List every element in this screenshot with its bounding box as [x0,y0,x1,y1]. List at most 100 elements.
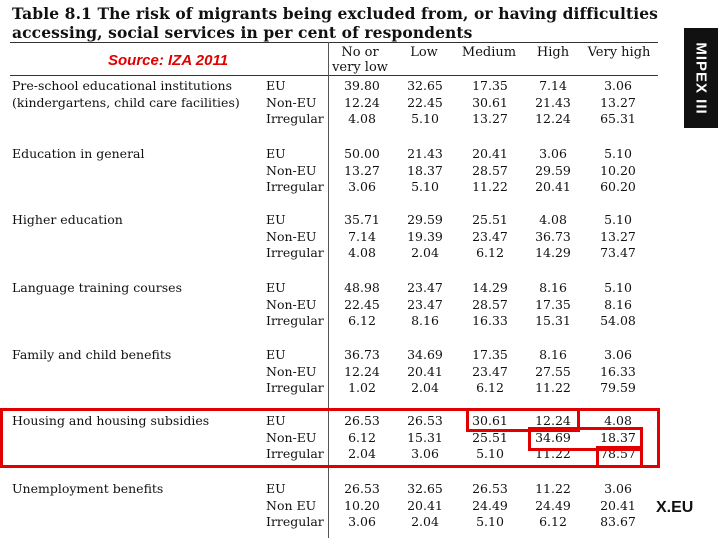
value-cell: 5.10 [411,179,439,194]
row-label: Higher education [12,212,123,227]
value-cell: 10.20 [600,162,636,178]
non-eu-high-highlight [528,427,643,451]
table-title: Table 8.1 The risk of migrants being exc… [12,4,658,42]
value-cell: 8.16 [604,296,632,312]
value-cell: 32.65 [407,78,443,93]
value-cell: 8.16 [539,347,567,362]
group-label: Non-EU [266,162,317,178]
row-label: Family and child benefits [12,347,172,362]
group-label: Irregular [266,380,324,395]
value-cell: 26.53 [344,481,380,496]
value-cell: 25.51 [472,212,508,227]
value-cell: 83.67 [600,514,636,529]
value-cell: 73.47 [600,245,636,260]
housing-row-highlight [0,408,660,468]
group-label: Non-EU [266,94,317,110]
value-cell: 7.14 [348,228,376,244]
row-label: Housing and housing subsidies [12,413,210,428]
group-label: Non-EU [266,429,317,445]
value-cell: 20.41 [535,179,571,194]
group-label: Irregular [266,446,324,461]
row-label: Education in general [12,146,145,161]
group-label: Irregular [266,514,324,529]
group-label: EU [266,212,286,227]
value-cell: 20.41 [407,363,443,379]
group-label: Irregular [266,179,324,194]
value-cell: 2.04 [348,446,376,461]
value-cell: 20.41 [600,497,636,513]
group-label: EU [266,413,286,428]
medium-high-eu-highlight [466,408,580,432]
value-cell: 14.29 [472,280,508,295]
value-cell: 13.27 [600,228,636,244]
value-cell: 54.08 [600,313,636,328]
value-cell: 23.47 [407,296,443,312]
value-cell: 15.31 [407,429,443,445]
value-cell: 3.06 [604,78,632,93]
value-cell: 23.47 [407,280,443,295]
value-cell: 21.43 [407,146,443,161]
value-cell: 28.57 [472,296,508,312]
value-cell: 20.41 [407,497,443,513]
value-cell: 17.35 [472,78,508,93]
value-cell: 16.33 [600,363,636,379]
value-cell: 60.20 [600,179,636,194]
irregular-very-high-highlight [596,446,643,468]
value-cell: 8.16 [411,313,439,328]
value-cell: 4.08 [348,111,376,126]
value-cell: 29.59 [535,162,571,178]
value-cell: 5.10 [476,514,504,529]
value-cell: 30.61 [472,413,508,428]
group-label: EU [266,481,286,496]
value-cell: 17.35 [535,296,571,312]
value-cell: 3.06 [539,146,567,161]
value-cell: 12.24 [535,111,571,126]
header-top-rule [10,42,658,43]
value-cell: 13.27 [472,111,508,126]
value-cell: 13.27 [344,162,380,178]
value-cell: 36.73 [344,347,380,362]
value-cell: 2.04 [411,380,439,395]
value-cell: 6.12 [476,380,504,395]
group-label: EU [266,280,286,295]
value-cell: 11.22 [535,380,571,395]
value-cell: 20.41 [472,146,508,161]
value-cell: 5.10 [604,146,632,161]
column-header-medium: Medium [461,45,517,60]
value-cell: 11.22 [535,481,571,496]
value-cell: 28.57 [472,162,508,178]
value-cell: 26.53 [344,413,380,428]
value-cell: 25.51 [472,429,508,445]
value-cell: 24.49 [535,497,571,513]
value-cell: 18.37 [407,162,443,178]
row-label: Language training courses [12,280,182,295]
group-label: Irregular [266,313,324,328]
value-cell: 24.49 [472,497,508,513]
value-cell: 5.10 [411,111,439,126]
value-cell: 23.47 [472,363,508,379]
value-cell: 15.31 [535,313,571,328]
value-cell: 27.55 [535,363,571,379]
value-cell: 8.16 [539,280,567,295]
mpg-logo: X.EU [656,499,694,516]
group-label: Non-EU [266,363,317,379]
value-cell: 16.33 [472,313,508,328]
header-bottom-rule [10,75,658,76]
value-cell: 3.06 [348,514,376,529]
value-cell: 36.73 [535,228,571,244]
value-cell: 32.65 [407,481,443,496]
value-cell: 12.24 [535,413,571,428]
value-cell: 21.43 [535,94,571,110]
value-cell: 29.59 [407,212,443,227]
group-label: EU [266,78,286,93]
group-label: Non-EU [266,228,317,244]
value-cell: 6.12 [539,514,567,529]
value-cell: 4.08 [539,212,567,227]
value-cell: 6.12 [348,429,376,445]
value-cell: 79.59 [600,380,636,395]
value-cell: 3.06 [604,481,632,496]
value-cell: 4.08 [604,413,632,428]
column-header-no-or-very-low: No or very low [332,45,388,75]
column-header-very-high: Very high [587,45,651,60]
value-cell: 5.10 [604,212,632,227]
